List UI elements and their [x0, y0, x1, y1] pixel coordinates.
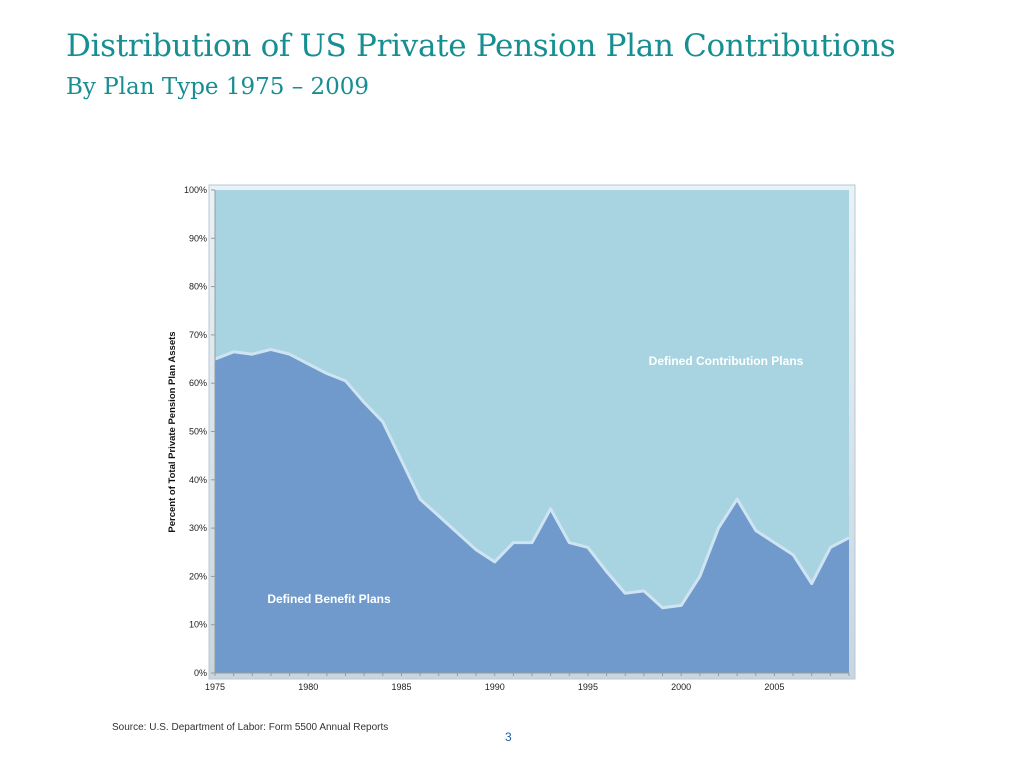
x-tick-label: 1995	[578, 682, 598, 692]
source-note: Source: U.S. Department of Labor: Form 5…	[112, 722, 389, 733]
x-tick-label: 1975	[205, 682, 225, 692]
x-tick-label: 1990	[485, 682, 505, 692]
x-axis: 1975 1980 1985 1990 1995 2000 2005	[205, 673, 850, 692]
series-boundary-line	[214, 347, 850, 610]
y-axis: 0% 10% 20% 30% 40% 50% 60% 70% 80% 90% 100%	[184, 185, 215, 678]
y-axis-label: Percent of Total Private Pension Plan As…	[167, 331, 178, 532]
x-tick-label: 1985	[391, 682, 411, 692]
y-tick-label: 50%	[189, 427, 207, 437]
series-label-defined-contribution: Defined Contribution Plans	[649, 354, 804, 368]
y-tick-label: 30%	[189, 523, 207, 533]
y-tick-label: 80%	[189, 282, 207, 292]
y-tick-label: 60%	[189, 378, 207, 388]
page-number: 3	[505, 730, 512, 744]
series-area-defined-contribution	[215, 190, 849, 608]
x-tick-label: 2000	[671, 682, 691, 692]
x-tick-label: 1980	[298, 682, 318, 692]
y-tick-label: 10%	[189, 620, 207, 630]
x-tick-label: 2005	[764, 682, 784, 692]
y-tick-label: 90%	[189, 233, 207, 243]
y-tick-label: 20%	[189, 571, 207, 581]
y-tick-label: 0%	[194, 668, 207, 678]
slide-title: Distribution of US Private Pension Plan …	[66, 28, 896, 64]
y-tick-label: 100%	[184, 185, 207, 195]
slide-subtitle: By Plan Type 1975 – 2009	[66, 74, 370, 100]
y-tick-label: 70%	[189, 330, 207, 340]
series-label-defined-benefit: Defined Benefit Plans	[267, 592, 391, 606]
y-tick-label: 40%	[189, 475, 207, 485]
